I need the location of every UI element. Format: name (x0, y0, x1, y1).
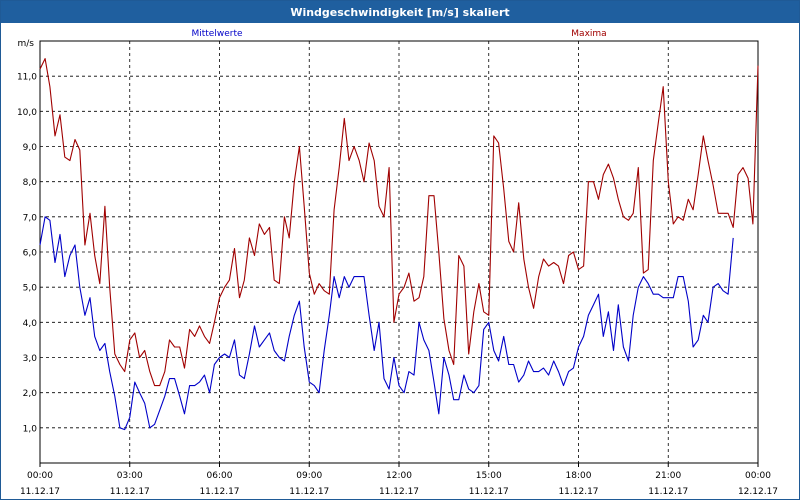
x-tick-date-label: 11.12.17 (469, 487, 509, 497)
x-tick-date-label: 11.12.17 (648, 487, 688, 497)
legend-entry-mittelwerte: Mittelwerte (191, 29, 242, 39)
x-tick-date-label: 11.12.17 (20, 487, 60, 497)
x-tick-time-label: 15:00 (476, 471, 502, 481)
y-tick-label: 11,0 (17, 73, 37, 83)
y-tick-label: 7,0 (23, 213, 38, 223)
legend: Mittelwerte Maxima (191, 29, 606, 39)
x-tick-time-label: 06:00 (207, 471, 233, 481)
window-title: Windgeschwindigkeit [m/s] skaliert (1, 1, 799, 23)
x-tick-date-label: 11.12.17 (110, 487, 150, 497)
y-tick-label: 4,0 (23, 319, 38, 329)
x-tick-time-label: 12:00 (386, 471, 412, 481)
legend-entry-maxima: Maxima (571, 29, 606, 39)
x-tick-time-label: 21:00 (655, 471, 681, 481)
x-tick-time-label: 00:00 (27, 471, 53, 481)
x-tick-date-label: 11.12.17 (379, 487, 419, 497)
y-tick-label: 10,0 (17, 108, 37, 118)
y-tick-label: 8,0 (23, 178, 38, 188)
axes: 1,0 2,0 3,0 4,0 5,0 6,0 7,0 8,0 9,0 10,0 11,0 00:00… (17, 39, 778, 497)
x-tick-time-label: 18:00 (566, 471, 592, 481)
x-tick-date-label: 11.12.17 (199, 487, 239, 497)
grid (40, 41, 758, 463)
y-tick-label: 6,0 (23, 249, 38, 259)
x-tick-time-label: 09:00 (296, 471, 322, 481)
plot-frame (39, 40, 759, 464)
y-tick-label: 9,0 (23, 143, 38, 153)
y-tick-label: 5,0 (23, 284, 38, 294)
y-tick-label: 1,0 (23, 424, 38, 434)
y-tick-label: 2,0 (23, 389, 38, 399)
x-tick-date-label: 12.12.17 (738, 487, 778, 497)
series-line-mittelwerte (39, 216, 734, 431)
y-axis-label: m/s (18, 39, 35, 49)
series-line-maxima (39, 58, 759, 387)
x-tick-time-label: 03:00 (117, 471, 143, 481)
y-tick-label: 3,0 (23, 354, 38, 364)
series (39, 58, 759, 431)
x-tick-date-label: 11.12.17 (558, 487, 598, 497)
x-tick-date-label: 11.12.17 (289, 487, 329, 497)
x-tick-time-label: 00:00 (745, 471, 771, 481)
wind-speed-chart: 1,0 2,0 3,0 4,0 5,0 6,0 7,0 8,0 9,0 10,0 11,0 00:00… (17, 29, 778, 497)
